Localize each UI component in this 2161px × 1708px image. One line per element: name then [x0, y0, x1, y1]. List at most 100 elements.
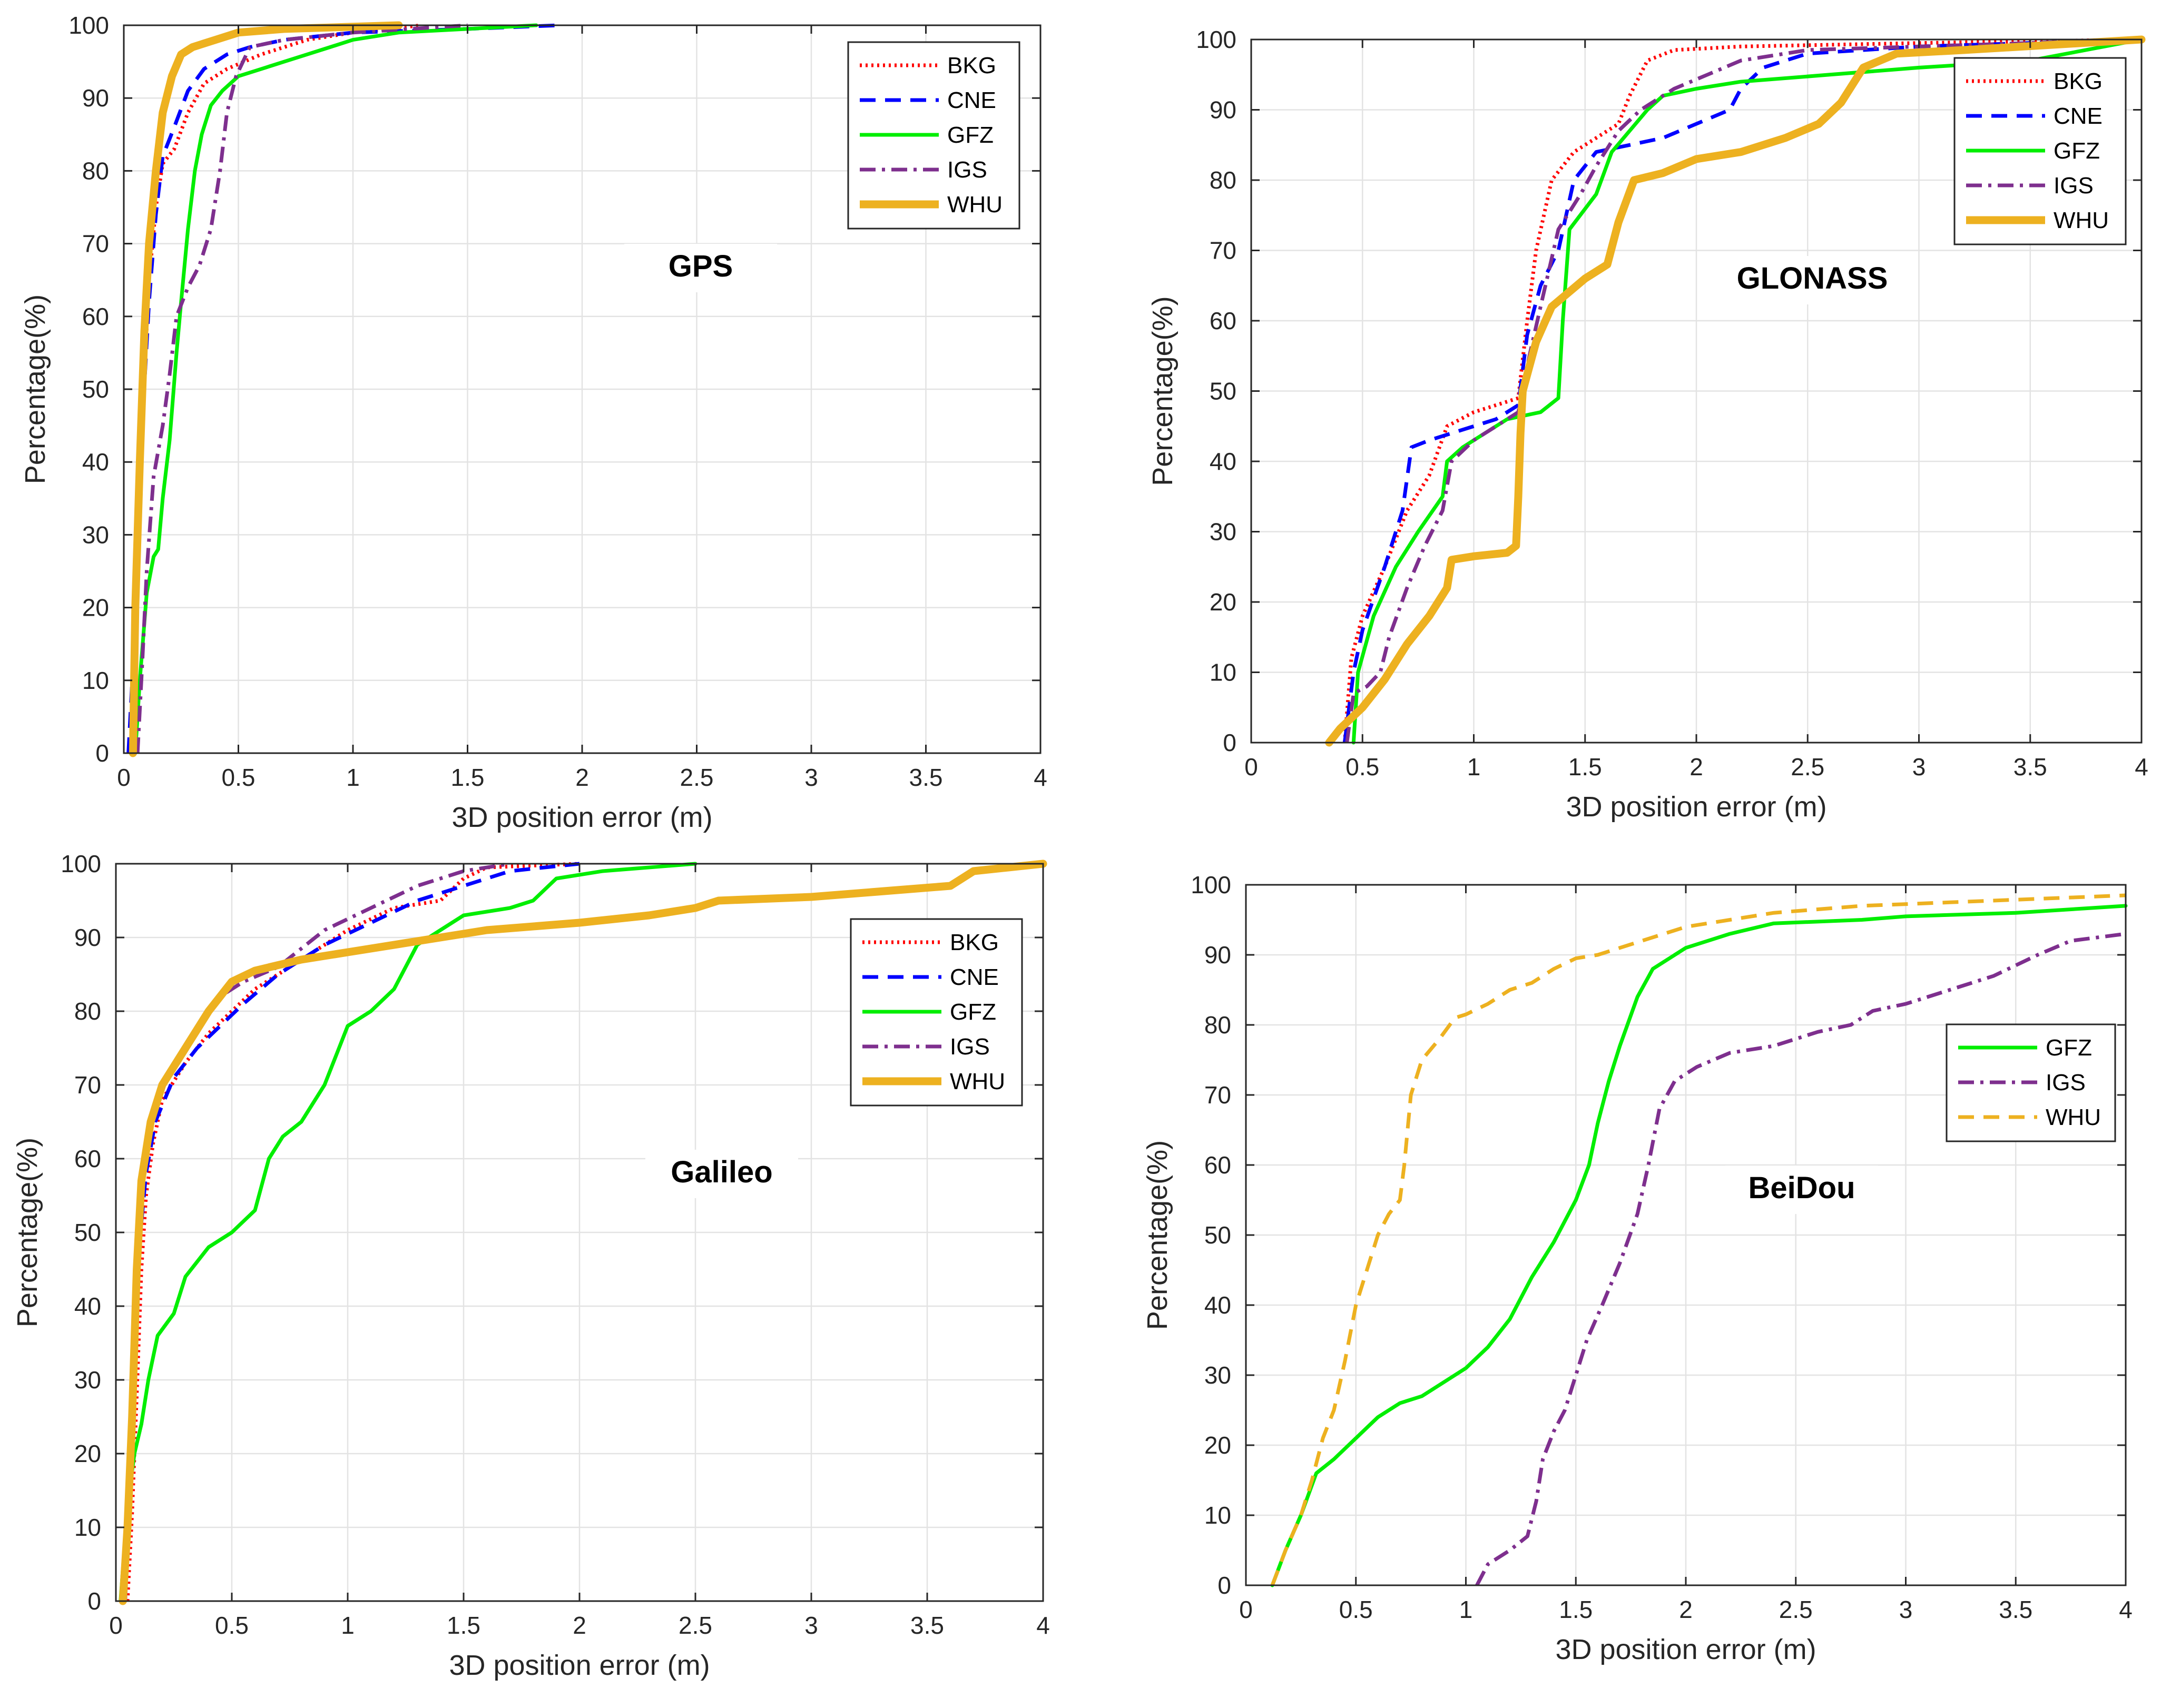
y-tick-label: 50	[1210, 378, 1236, 405]
legend-entry-gfz: GFZ	[2046, 1035, 2092, 1061]
y-tick-label: 90	[1204, 941, 1231, 969]
series-line-igs	[135, 23, 468, 754]
legend: BKG CNE GFZ IGS WHU	[850, 918, 1023, 1107]
legend-entry-igs: IGS	[947, 157, 987, 183]
y-tick-label: 50	[74, 1219, 101, 1246]
y-tick-label: 70	[1204, 1081, 1231, 1109]
legend-entry-whu: WHU	[950, 1069, 1005, 1094]
y-tick-label: 100	[1196, 26, 1236, 53]
series-line-gfz	[119, 862, 698, 1603]
x-axis-label: 3D position error (m)	[1555, 1634, 1816, 1665]
x-tick-label: 2	[1689, 753, 1703, 781]
x-tick-label: 3.5	[1999, 1596, 2032, 1623]
legend-entry-igs: IGS	[2046, 1070, 2086, 1095]
title-background	[1736, 256, 1889, 304]
y-tick-label: 70	[74, 1071, 101, 1099]
x-tick-label: 3.5	[909, 764, 943, 791]
x-axis-label: 3D position error (m)	[451, 802, 712, 833]
x-axis-label: 3D position error (m)	[1566, 791, 1826, 823]
x-tick-label: 1.5	[451, 764, 485, 791]
y-tick-label: 10	[1210, 659, 1236, 686]
legend-entry-gfz: GFZ	[950, 999, 996, 1025]
y-axis-label: Percentage(%)	[1147, 296, 1178, 486]
y-tick-label: 80	[1210, 166, 1236, 194]
legend: BKG CNE GFZ IGS WHU	[1953, 57, 2127, 245]
legend-entry-igs: IGS	[950, 1034, 990, 1060]
y-tick-label: 60	[1204, 1151, 1231, 1179]
y-tick-label: 0	[1223, 729, 1236, 756]
chart-title: BeiDou	[1749, 1171, 1855, 1205]
x-tick-label: 0.5	[1339, 1596, 1373, 1623]
series-line-cne	[1342, 37, 2142, 743]
legend-entry-cne: CNE	[950, 964, 999, 990]
y-tick-label: 0	[95, 739, 109, 767]
y-tick-label: 10	[1204, 1502, 1231, 1529]
x-tick-label: 2.5	[1791, 753, 1824, 781]
chart-title: GLONASS	[1737, 261, 1888, 295]
x-tick-label: 2.5	[680, 764, 714, 791]
y-tick-label: 70	[1210, 237, 1236, 264]
x-tick-label: 3	[804, 764, 818, 791]
y-tick-label: 40	[74, 1292, 101, 1320]
y-tick-label: 90	[1210, 96, 1236, 124]
x-tick-label: 0	[1239, 1596, 1253, 1623]
y-tick-label: 30	[1210, 518, 1236, 546]
gridlines	[1245, 884, 2127, 1586]
y-tick-label: 70	[82, 230, 109, 258]
x-tick-label: 0.5	[1345, 753, 1379, 781]
x-tick-label: 3.5	[910, 1612, 944, 1639]
x-tick-label: 1	[346, 764, 360, 791]
series-lines	[119, 860, 1047, 1605]
x-tick-label: 1	[341, 1612, 355, 1639]
legend-entry-whu: WHU	[947, 192, 1003, 218]
x-tick-label: 3	[1912, 753, 1926, 781]
y-axis-label: Percentage(%)	[12, 1138, 43, 1327]
series-line-whu	[1325, 35, 2146, 747]
y-tick-label: 80	[1204, 1011, 1231, 1039]
legend-entry-igs: IGS	[2054, 173, 2094, 199]
series-lines	[1325, 35, 2146, 747]
x-tick-label: 4	[2119, 1596, 2133, 1623]
x-tick-label: 3	[804, 1612, 818, 1639]
y-tick-label: 100	[61, 850, 101, 877]
x-tick-label: 0	[109, 1612, 123, 1639]
y-tick-label: 30	[74, 1366, 101, 1394]
y-tick-label: 80	[82, 157, 109, 184]
y-tick-label: 40	[82, 448, 109, 476]
series-line-whu	[129, 21, 403, 757]
y-tick-label: 40	[1210, 448, 1236, 475]
x-tick-label: 0.5	[222, 764, 256, 791]
x-tick-label: 1	[1467, 753, 1481, 781]
x-tick-label: 4	[1034, 764, 1047, 791]
y-tick-label: 90	[74, 924, 101, 951]
legend-entry-whu: WHU	[2046, 1104, 2101, 1130]
series-line-gfz	[1270, 904, 2128, 1587]
series-line-bkg	[1342, 37, 2142, 743]
y-tick-label: 40	[1204, 1291, 1231, 1319]
y-tick-label: 10	[74, 1514, 101, 1541]
y-tick-label: 20	[1210, 588, 1236, 616]
y-axis-label: Percentage(%)	[19, 294, 51, 484]
chart-title: Galileo	[671, 1155, 772, 1189]
y-tick-label: 20	[74, 1440, 101, 1467]
y-tick-label: 20	[1204, 1431, 1231, 1459]
series-line-gfz	[1351, 37, 2144, 745]
series-line-whu	[1270, 893, 2126, 1586]
x-axis-label: 3D position error (m)	[449, 1650, 710, 1681]
series-line-whu	[119, 860, 1047, 1605]
x-tick-label: 1.5	[447, 1612, 480, 1639]
legend-entry-bkg: BKG	[947, 53, 996, 78]
y-tick-label: 80	[74, 998, 101, 1025]
legend-entry-bkg: BKG	[2054, 68, 2103, 94]
x-tick-label: 1	[1459, 1596, 1473, 1623]
y-tick-label: 50	[82, 376, 109, 403]
x-tick-label: 3	[1899, 1596, 1913, 1623]
